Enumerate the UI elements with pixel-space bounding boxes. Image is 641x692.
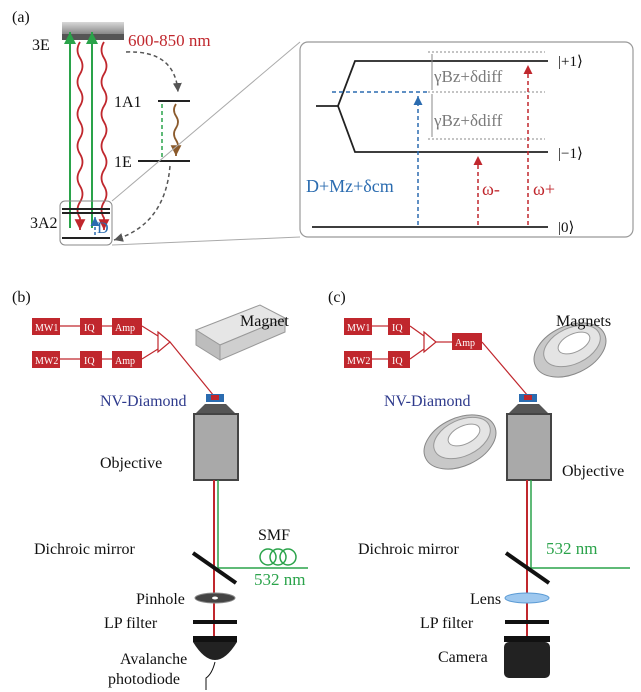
dichroic-mirror-b [191, 551, 238, 585]
lens-label: Lens [470, 591, 501, 608]
apd-cable [205, 661, 216, 690]
nv-sample-b [211, 395, 219, 400]
panel-c: (c) MW1 IQ MW2 IQ Amp Magnets [328, 289, 630, 678]
ground-zoom-box [59, 200, 113, 246]
level-1E-label: 1E [114, 154, 132, 171]
level-plus1 [316, 60, 548, 107]
nv-label-c: NV-Diamond [384, 393, 471, 410]
zoom-line-top [111, 41, 301, 202]
dm-term: D+Mz+δcm [306, 176, 394, 196]
magnet-label-b: Magnet [240, 313, 289, 330]
objective-tip-c [508, 404, 549, 414]
smf-label: SMF [258, 527, 290, 544]
gamma-term-upper: γBz+δdiff [433, 67, 503, 86]
dichroic-label-c: Dichroic mirror [358, 541, 460, 558]
level-1A1-label: 1A1 [114, 94, 142, 111]
apd-label-1: Avalanche [120, 651, 187, 668]
level-3E-label: 3E [32, 37, 50, 54]
nv-sample-c [524, 395, 532, 400]
objective-label-c: Objective [562, 463, 624, 480]
objective-label-b: Objective [100, 455, 162, 472]
ket-zero: |0⟩ [558, 220, 574, 236]
iq2-label-c: IQ [392, 356, 403, 367]
dichroic-label-b: Dichroic mirror [34, 541, 136, 558]
ket-minus1: |−1⟩ [558, 146, 583, 162]
mw2-label-b: MW2 [35, 356, 58, 367]
camera-body [504, 642, 550, 678]
wavelength-label: 600-850 nm [128, 31, 211, 50]
iq1-box-c [388, 318, 410, 335]
apd-label-2: photodiode [108, 671, 180, 688]
iq2-box-b [80, 351, 102, 368]
zoom-line-bottom [111, 236, 301, 246]
level-3E-band [62, 22, 124, 34]
fluorescence-arrow-2 [98, 41, 110, 230]
amp-label-c: Amp [455, 338, 475, 349]
panel-a: (a) 3E 600-850 nm 1A1 1E 3A2 D [12, 9, 634, 246]
apd-top [193, 636, 237, 642]
gamma-term-lower: γBz+δdiff [433, 111, 503, 130]
zoom-inset [299, 41, 634, 238]
dichroic-mirror-c [504, 551, 551, 585]
amp1-label-b: Amp [115, 323, 135, 334]
omega-minus-label: ω- [482, 179, 500, 199]
ket-plus1: |+1⟩ [558, 54, 583, 70]
omega-plus-label: ω+ [533, 179, 555, 199]
amp-box-c [452, 333, 482, 350]
amp2-label-b: Amp [115, 356, 135, 367]
lens [504, 592, 550, 604]
level-3A2-label: 3A2 [30, 215, 58, 232]
panel-b: (b) MW1 IQ Amp MW2 IQ Amp [12, 289, 308, 690]
camera-label: Camera [438, 649, 488, 666]
mw2-label-c: MW2 [347, 356, 370, 367]
objective-body-b [193, 413, 239, 481]
magnet-ring-lower [423, 414, 497, 470]
mw2-box-c [344, 351, 372, 368]
amp1-box-b [112, 318, 142, 335]
level-minus1 [337, 105, 548, 153]
iq1-label-c: IQ [392, 323, 403, 334]
mw1-box-b [32, 318, 60, 335]
isc-arrow-lower [113, 165, 171, 242]
mw1-box-c [344, 318, 372, 335]
iq2-label-b: IQ [84, 356, 95, 367]
iq1-box-b [80, 318, 102, 335]
amp2-box-b [112, 351, 142, 368]
pinhole-label: Pinhole [136, 591, 185, 608]
lp-label-b: LP filter [104, 615, 158, 632]
apd-body [193, 642, 237, 660]
panel-a-label: (a) [12, 9, 30, 26]
lp-filter-c [505, 620, 549, 624]
objective-body-c [506, 413, 552, 481]
magnet-block [194, 304, 287, 361]
iq2-box-c [388, 351, 410, 368]
pinhole-aperture [212, 596, 218, 600]
mw-wiring-c [372, 325, 529, 397]
iq1-label-b: IQ [84, 323, 95, 334]
laser-label-b: 532 nm [254, 570, 305, 589]
magnet-ring-upper [533, 322, 607, 378]
mw-wiring-b [60, 325, 215, 397]
panel-c-label: (c) [328, 289, 346, 306]
isc-arrow-upper [125, 51, 182, 93]
lp-filter-b [193, 620, 237, 624]
mw1-label-c: MW1 [347, 323, 370, 334]
mw1-label-b: MW1 [35, 323, 58, 334]
magnets-label: Magnets [556, 313, 611, 330]
panel-b-label: (b) [12, 289, 31, 306]
lp-label-c: LP filter [420, 615, 474, 632]
camera-top [504, 636, 550, 642]
fluorescence-arrow-1 [74, 41, 86, 230]
smf-coil [259, 548, 297, 566]
mw2-box-b [32, 351, 60, 368]
zfs-label: D [97, 220, 109, 237]
objective-tip-b [195, 404, 236, 414]
laser-label-c: 532 nm [546, 539, 597, 558]
nv-label-b: NV-Diamond [100, 393, 187, 410]
